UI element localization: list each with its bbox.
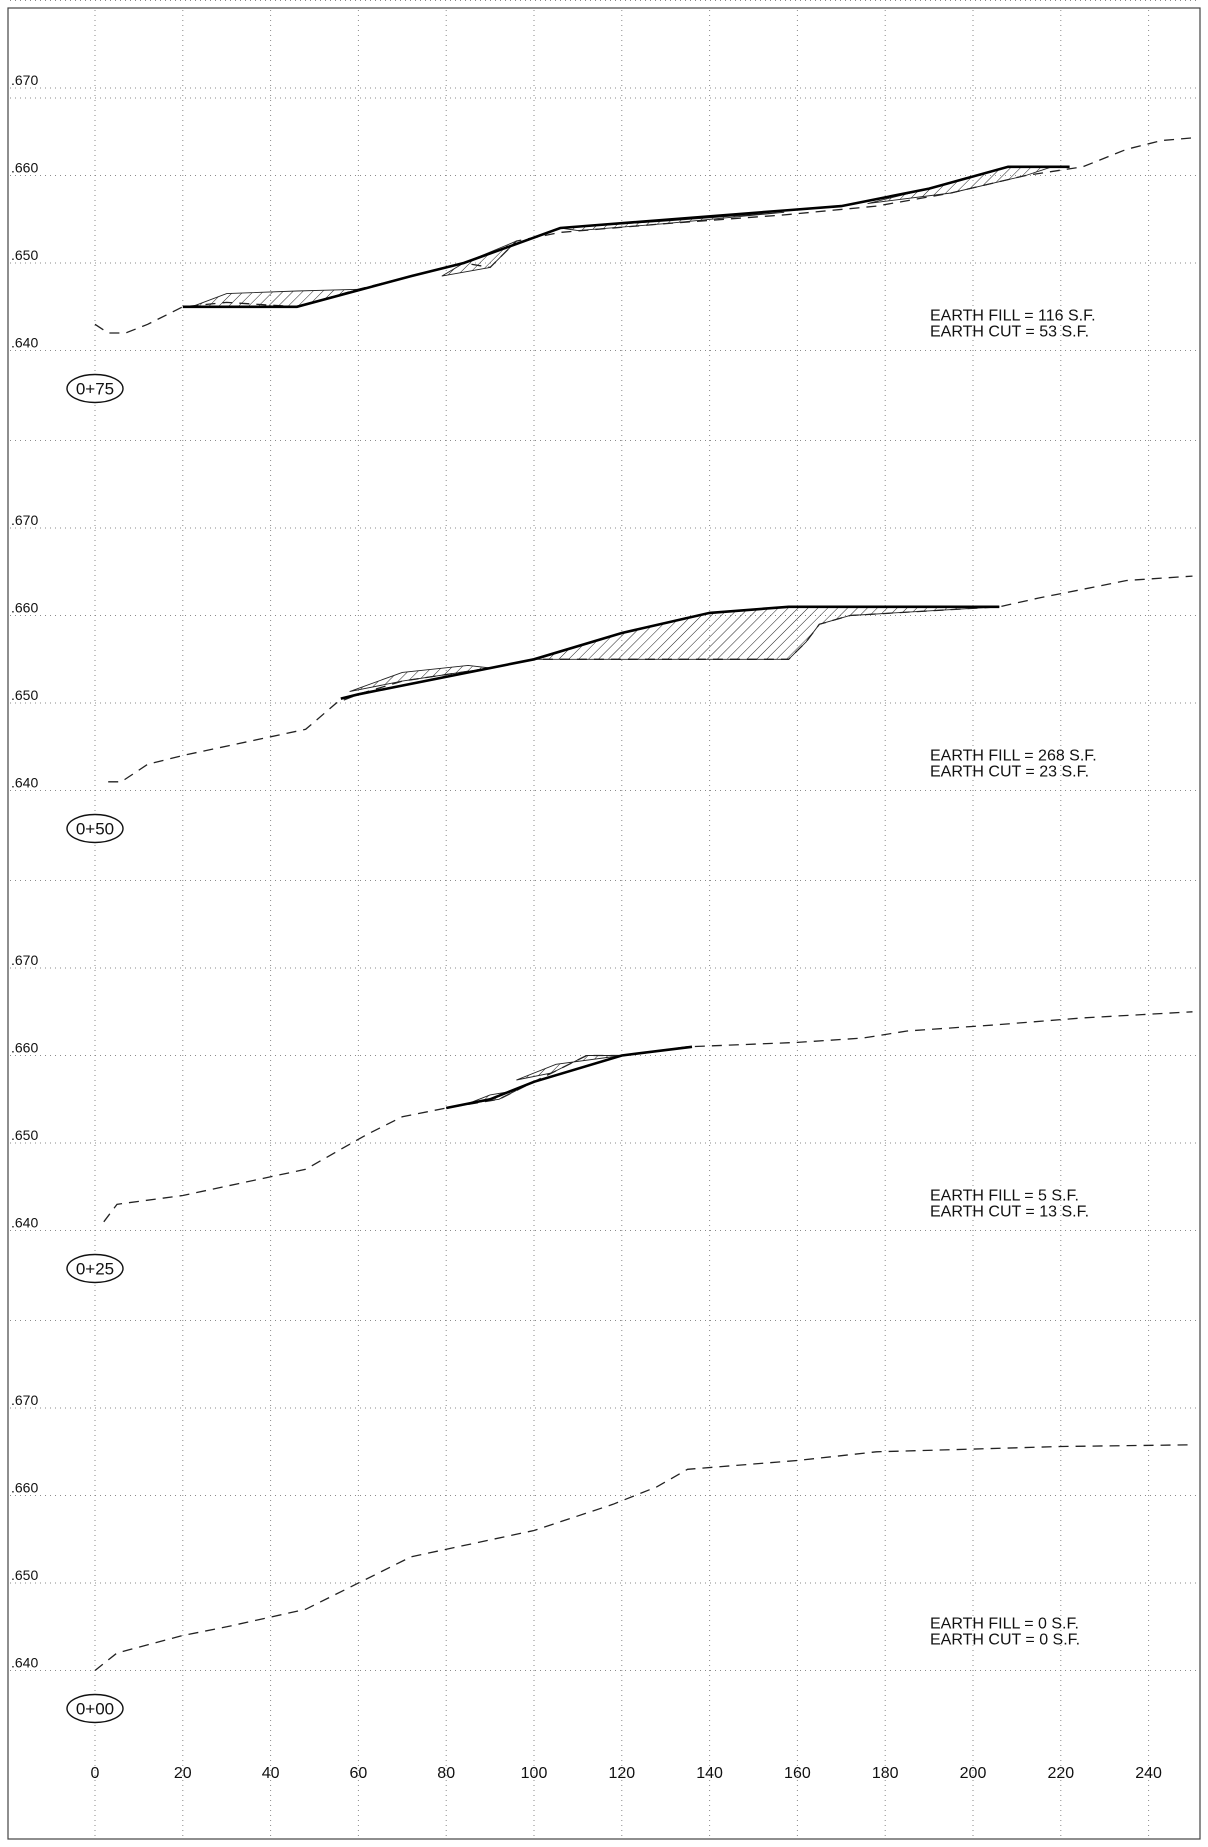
- offset-tick-label: 200: [960, 1765, 987, 1782]
- proposed-grade-line: [445, 1045, 693, 1110]
- station-bubble: [66, 813, 124, 844]
- fill-area: [533, 606, 1000, 660]
- station-label: 0+50: [76, 820, 114, 839]
- elevation-label: .660: [11, 1040, 38, 1056]
- elevation-label: .660: [11, 160, 38, 176]
- earth-cut-note: EARTH CUT = 53 S.F.: [930, 324, 1089, 341]
- offset-tick-label: 80: [437, 1765, 455, 1782]
- elevation-label: .650: [11, 247, 38, 263]
- elevation-label: .660: [11, 1480, 38, 1496]
- elevation-label: .650: [11, 687, 38, 703]
- offset-tick-label: 220: [1047, 1765, 1074, 1782]
- elevation-label: .670: [11, 952, 38, 968]
- x-axis-offsets: 0 20 40 60 80 100 120 140 160 180 200 220 240: [91, 1765, 1162, 1782]
- station-bubble: [66, 1253, 124, 1284]
- sections: .670 .660 .650 .640 0+75 EARTH FILL = 116 S.F…: [10, 0, 1198, 1724]
- offset-tick-label: 0: [91, 1765, 100, 1782]
- existing-ground-line: [94, 1444, 1193, 1672]
- elevation-label: .640: [11, 1215, 38, 1231]
- station-label: 0+75: [76, 380, 114, 399]
- earth-cut-note: EARTH CUT = 0 S.F.: [930, 1632, 1080, 1649]
- section-0-50: .670 .660 .650 .640 0+50 EARTH FILL = 268 S.F…: [10, 440, 1198, 844]
- elevation-label: .670: [11, 72, 38, 88]
- earth-fill-note: EARTH FILL = 268 S.F.: [930, 748, 1097, 765]
- proposed-grade-line: [182, 165, 1070, 309]
- offset-tick-label: 60: [350, 1765, 368, 1782]
- section-0-75: .670 .660 .650 .640 0+75 EARTH FILL = 116 S.F…: [10, 0, 1198, 404]
- earth-fill-note: EARTH FILL = 5 S.F.: [930, 1188, 1079, 1205]
- existing-ground-line: [94, 137, 1193, 334]
- station-bubble: [66, 1693, 124, 1724]
- offset-tick-label: 140: [696, 1765, 723, 1782]
- earth-cut-note: EARTH CUT = 23 S.F.: [930, 764, 1089, 781]
- elevation-label: .640: [11, 1655, 38, 1671]
- station-label: 0+25: [76, 1260, 114, 1279]
- elevation-label: .640: [11, 335, 38, 351]
- offset-tick-label: 120: [608, 1765, 635, 1782]
- station-bubble: [66, 373, 124, 404]
- offset-tick-label: 160: [784, 1765, 811, 1782]
- fill-area: [867, 166, 1053, 204]
- elevation-label: .650: [11, 1127, 38, 1143]
- earth-fill-note: EARTH FILL = 0 S.F.: [930, 1616, 1079, 1633]
- offset-tick-label: 100: [521, 1765, 548, 1782]
- elevation-label: .670: [11, 512, 38, 528]
- cut-area: [349, 664, 491, 693]
- elevation-label: .640: [11, 775, 38, 791]
- elevation-label: .670: [11, 1392, 38, 1408]
- earth-fill-note: EARTH FILL = 116 S.F.: [930, 308, 1096, 325]
- cut-area: [516, 1055, 622, 1081]
- cut-area: [560, 211, 785, 232]
- vertical-gridlines: [10, 10, 1198, 1837]
- station-label: 0+00: [76, 1700, 114, 1719]
- offset-tick-label: 20: [174, 1765, 192, 1782]
- offset-tick-label: 40: [262, 1765, 280, 1782]
- sheet-border: [7, 7, 1201, 1840]
- section-0-25: .670 .660 .650 .640 0+25 EARTH FILL = 5 S.F.E…: [10, 880, 1198, 1284]
- elevation-label: .650: [11, 1567, 38, 1583]
- proposed-grade-line: [340, 605, 1000, 700]
- offset-tick-label: 240: [1135, 1765, 1162, 1782]
- earth-cut-note: EARTH CUT = 13 S.F.: [930, 1204, 1089, 1221]
- offset-tick-label: 180: [872, 1765, 899, 1782]
- section-0-00: .670 .660 .650 .640 0+00 EARTH FILL = 0 S.F.E…: [10, 1320, 1198, 1724]
- elevation-label: .660: [11, 600, 38, 616]
